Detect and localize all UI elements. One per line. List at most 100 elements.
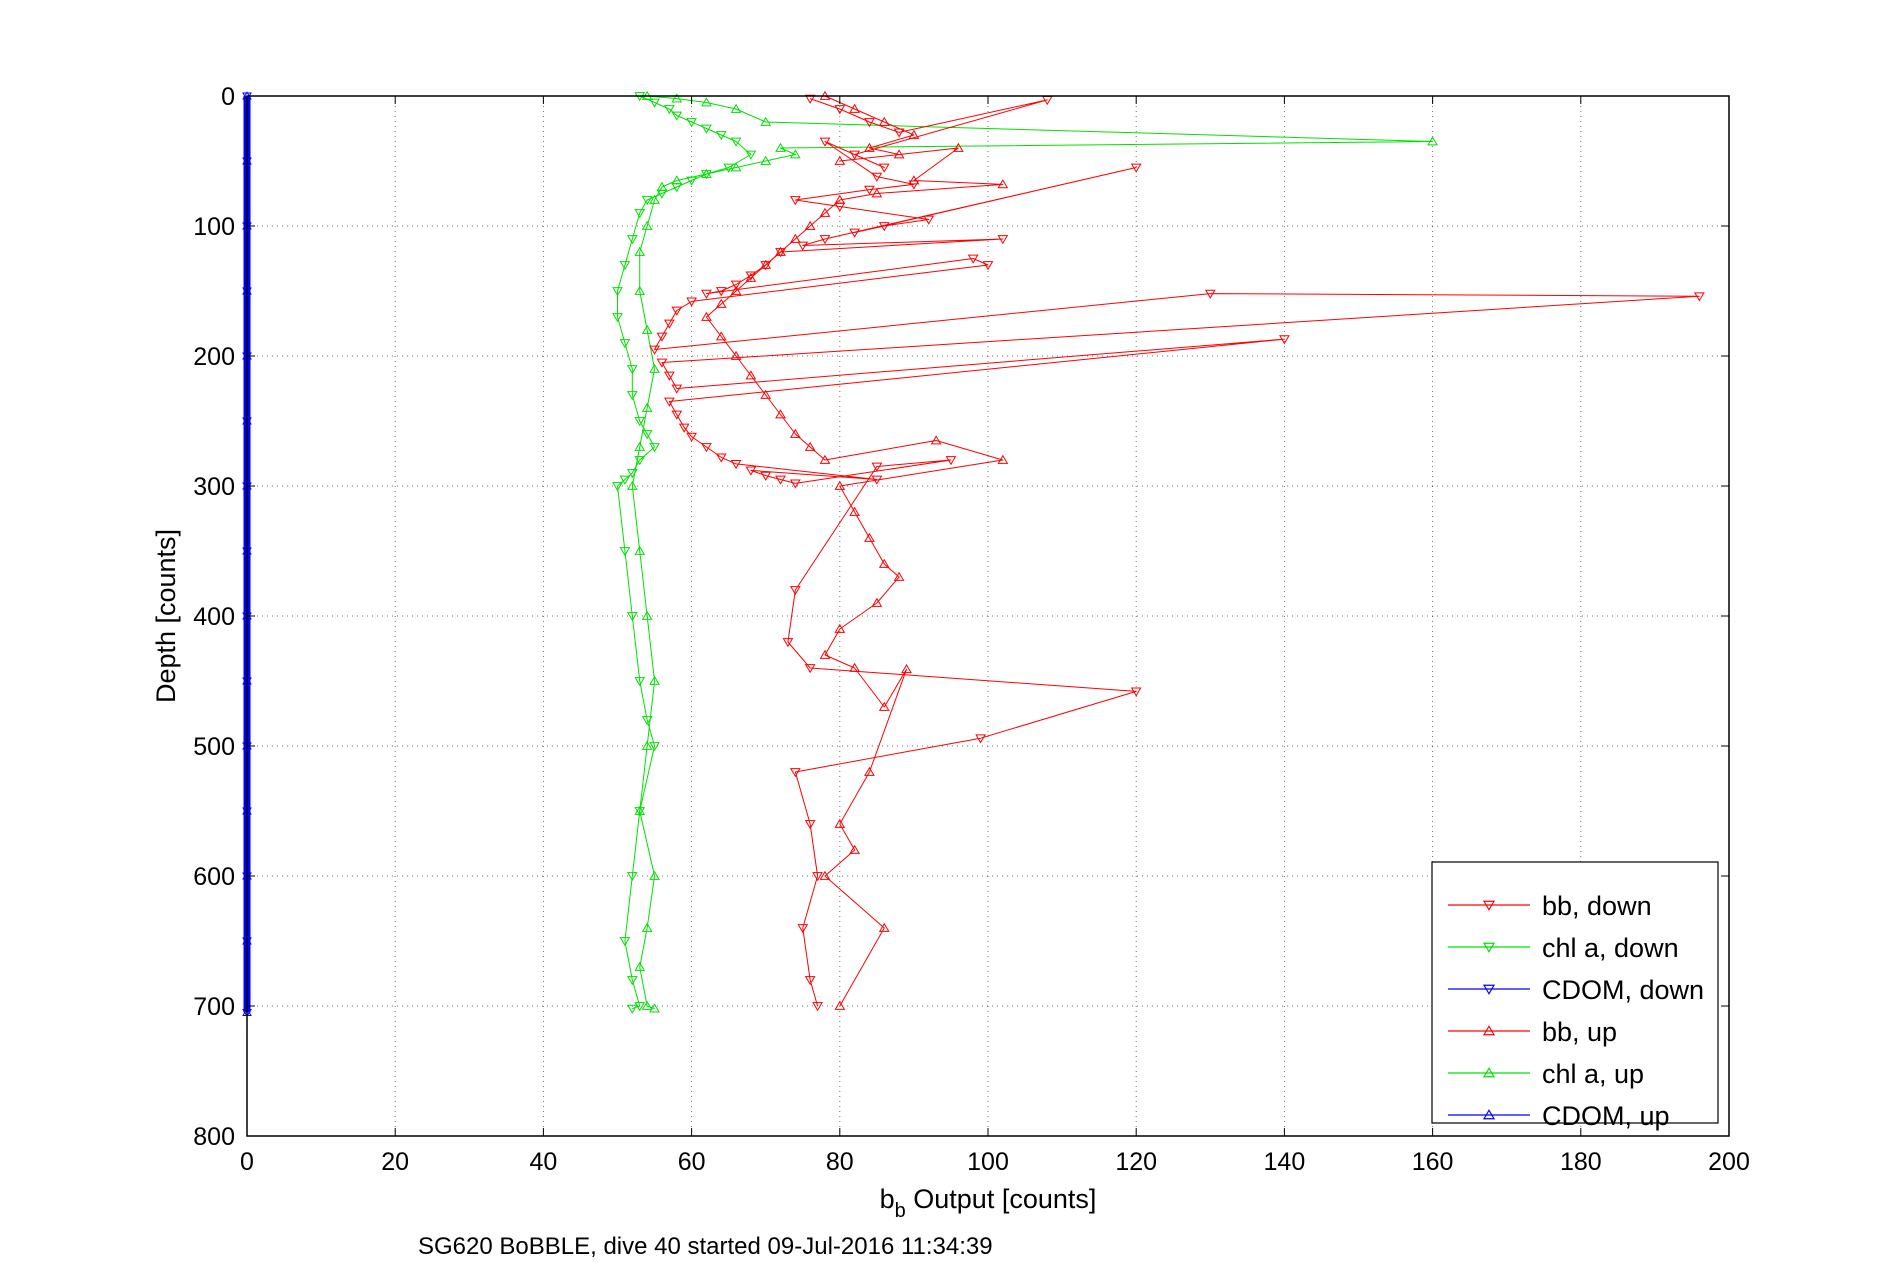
- series-chl-a-down: [612, 92, 757, 1014]
- data-point: [701, 168, 712, 178]
- series-line: [631, 95, 1434, 1010]
- legend-label: bb, down: [1542, 891, 1652, 921]
- data-point: [834, 623, 846, 633]
- y-tick-label: 600: [193, 863, 235, 891]
- data-point: [641, 220, 653, 230]
- data-point: [871, 597, 883, 607]
- data-point: [641, 922, 653, 932]
- data-point: [804, 976, 816, 986]
- data-point: [701, 311, 712, 321]
- data-point: [715, 298, 727, 308]
- y-tick-label: 400: [193, 603, 235, 631]
- data-point: [649, 742, 660, 752]
- data-point: [641, 402, 653, 412]
- data-point: [901, 664, 912, 674]
- y-tick-label: 800: [193, 1123, 235, 1151]
- data-point: [819, 870, 831, 880]
- x-tick-label: 120: [1115, 1148, 1157, 1176]
- x-tick-label: 160: [1412, 1148, 1454, 1176]
- data-point: [923, 215, 935, 225]
- data-point: [745, 272, 757, 282]
- data-point: [812, 872, 823, 882]
- data-point: [760, 155, 772, 165]
- data-point: [834, 818, 846, 828]
- data-point: [663, 371, 675, 381]
- data-point: [619, 475, 631, 485]
- data-point: [819, 454, 831, 464]
- y-tick-label: 300: [193, 473, 235, 501]
- data-point: [634, 417, 646, 427]
- data-point: [626, 1004, 638, 1014]
- data-point: [893, 149, 905, 159]
- data-point: [634, 805, 646, 815]
- series-bb-up: [701, 90, 1009, 1010]
- data-point: [1693, 292, 1705, 302]
- data-point: [819, 137, 831, 147]
- x-axis-label-rest: Output [counts]: [906, 1184, 1097, 1214]
- x-tick-label: 180: [1560, 1148, 1602, 1176]
- data-point: [619, 937, 631, 947]
- series-line: [617, 95, 752, 1010]
- data-point: [612, 482, 623, 492]
- data-point: [982, 261, 994, 271]
- data-point: [775, 142, 786, 152]
- data-point: [849, 228, 860, 238]
- data-point: [715, 331, 727, 341]
- data-point: [1427, 136, 1438, 146]
- legend-item: bb, up: [1448, 1017, 1617, 1047]
- legend-item: CDOM, down: [1448, 975, 1704, 1005]
- x-tick-label: 40: [529, 1148, 557, 1176]
- y-tick-label: 200: [193, 343, 235, 371]
- data-point: [701, 443, 712, 453]
- data-point: [760, 389, 772, 399]
- data-point: [864, 532, 875, 542]
- data-point: [789, 479, 801, 489]
- data-point: [663, 105, 675, 115]
- data-point: [730, 137, 742, 147]
- data-point: [760, 116, 772, 126]
- data-point: [619, 261, 631, 271]
- data-point: [634, 441, 646, 451]
- data-point: [789, 768, 801, 778]
- data-point: [864, 766, 875, 776]
- data-point: [775, 246, 786, 256]
- series-chl-a-up: [626, 90, 1438, 1013]
- data-point: [871, 462, 883, 472]
- data-point: [626, 612, 638, 622]
- data-point: [812, 1002, 823, 1012]
- chart-caption: SG620 BoBBLE, dive 40 started 09-Jul-201…: [418, 1233, 993, 1260]
- data-point: [864, 118, 875, 128]
- data-point: [834, 194, 846, 204]
- data-point: [671, 93, 683, 103]
- legend-items: bb, down chl a, down CDOM, down bb, up chl a…: [1448, 891, 1704, 1131]
- series-line: [654, 98, 1700, 1007]
- x-tick-label: 80: [826, 1148, 854, 1176]
- data-point: [649, 870, 660, 880]
- data-point: [626, 976, 638, 986]
- data-point: [849, 506, 860, 516]
- y-axis-ticks: 0 100 200 300 400 500 600 700 800: [193, 83, 1729, 1151]
- data-point: [789, 233, 801, 243]
- data-point: [656, 332, 668, 342]
- data-point: [1130, 687, 1142, 697]
- data-point: [997, 179, 1009, 189]
- data-point: [930, 435, 942, 445]
- data-point: [789, 428, 801, 438]
- data-point: [671, 175, 683, 185]
- data-point: [819, 207, 831, 217]
- data-point: [663, 319, 675, 329]
- data-point: [701, 124, 712, 134]
- data-point: [878, 222, 890, 232]
- data-point: [789, 586, 801, 596]
- data-point: [641, 1000, 653, 1010]
- legend-label: CDOM, up: [1542, 1101, 1670, 1131]
- legend-swatch-marker: [1482, 1109, 1496, 1120]
- legend-swatch-marker: [1482, 900, 1496, 911]
- data-point: [626, 391, 638, 401]
- data-point: [975, 734, 986, 744]
- legend-label: CDOM, down: [1542, 975, 1704, 1005]
- data-point: [626, 235, 638, 245]
- data-point: [663, 397, 675, 407]
- x-axis-label: bb Output [counts]: [880, 1184, 1097, 1222]
- data-point: [619, 547, 631, 557]
